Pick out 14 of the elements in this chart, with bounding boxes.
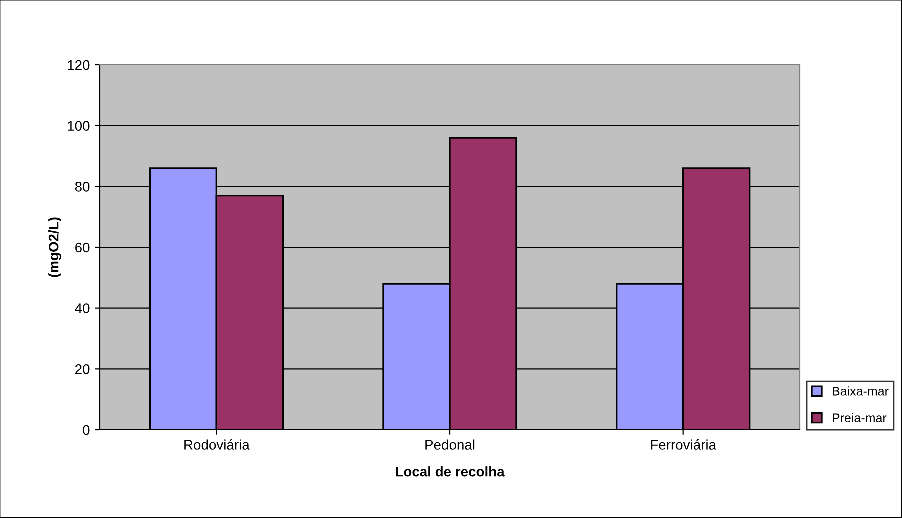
x-tick-label: Rodoviária	[184, 440, 250, 450]
y-tick-label: 40	[75, 304, 90, 314]
y-tick-label: 60	[76, 242, 90, 253]
x-axis-title: Local de recolha	[396, 466, 505, 477]
x-tick-label: Ferroviária	[651, 440, 717, 450]
legend-label: Preia-mar	[833, 413, 887, 423]
legend-label: Baixa-mar	[833, 386, 889, 396]
y-tick-label: 80	[75, 182, 90, 192]
y-tick-label: 20	[76, 364, 90, 374]
y-tick-label: 100	[68, 121, 90, 132]
x-tick-label: Pedonal	[426, 440, 475, 450]
y-tick-label: 0	[83, 425, 90, 436]
y-axis-title: (mgO2/L)	[48, 218, 62, 278]
y-tick-label: 120	[68, 60, 90, 70]
